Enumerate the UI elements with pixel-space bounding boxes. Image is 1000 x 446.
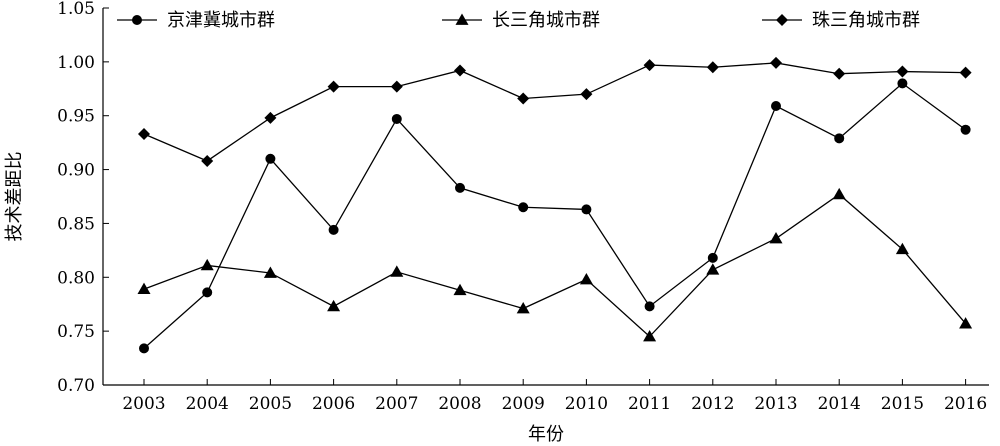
legend-label: 珠三角城市群 (812, 10, 920, 31)
data-point (453, 283, 467, 296)
data-point (516, 302, 530, 314)
data-point (644, 301, 655, 312)
x-tick-label: 2007 (375, 394, 418, 414)
data-point (518, 202, 529, 213)
data-point (139, 343, 149, 354)
data-point (896, 65, 909, 78)
legend-item: 珠三角城市群 (762, 10, 920, 31)
y-tick-label: 0.85 (57, 214, 95, 234)
data-point (706, 263, 720, 275)
data-point (263, 266, 277, 278)
x-tick-label: 2008 (438, 394, 481, 414)
data-point (833, 67, 846, 80)
y-ticks: 0.70 0.75 0.80 0.85 0.90 0.95 1.00 1.05 (57, 0, 109, 396)
data-point (769, 232, 783, 244)
series-line (143, 62, 966, 162)
data-point (832, 187, 846, 200)
series-layer (137, 56, 973, 354)
legend-marker (455, 13, 469, 25)
data-point (200, 258, 214, 271)
series-line (143, 82, 966, 349)
axes (102, 8, 989, 386)
data-point (960, 124, 971, 135)
data-point (643, 330, 657, 342)
data-point (581, 204, 592, 215)
data-point (264, 111, 277, 124)
data-point (770, 56, 782, 69)
x-tick-label: 2005 (249, 394, 292, 414)
legend-label: 长三角城市群 (492, 10, 600, 31)
x-tick-label: 2006 (312, 394, 355, 414)
legend: 京津冀城市群 长三角城市群 珠三角城市群 (117, 10, 920, 31)
x-tick-label: 2010 (565, 394, 608, 414)
data-point (328, 224, 339, 235)
data-point (201, 154, 214, 167)
series-3 (138, 56, 972, 167)
data-point (391, 113, 402, 124)
data-point (265, 153, 276, 164)
x-tick-label: 2004 (186, 394, 229, 414)
data-point (327, 299, 341, 312)
x-ticks: 2003 2004 2005 2006 2007 2008 2009 2010 2011 2012… (122, 379, 987, 414)
y-axis-title: 技术差距比 (4, 152, 25, 242)
legend-label: 京津冀城市群 (167, 10, 275, 31)
y-tick-label: 0.95 (57, 107, 95, 127)
x-tick-label: 2003 (122, 394, 165, 414)
data-point (707, 252, 718, 263)
y-tick-label: 0.75 (57, 322, 95, 342)
data-point (390, 265, 404, 277)
y-tick-label: 0.70 (57, 376, 95, 396)
data-point (455, 182, 465, 193)
data-point (138, 128, 150, 141)
legend-marker (776, 14, 788, 26)
data-point (202, 287, 213, 298)
y-tick-label: 1.00 (57, 53, 95, 73)
y-tick-label: 1.05 (57, 0, 95, 19)
x-tick-label: 2016 (944, 394, 987, 414)
data-point (390, 80, 403, 93)
data-point (579, 272, 593, 285)
data-point (580, 88, 593, 101)
data-point (897, 78, 908, 89)
data-point (895, 242, 909, 255)
x-tick-label: 2015 (881, 394, 924, 414)
data-point (643, 59, 656, 72)
series-1 (139, 78, 971, 354)
data-point (327, 80, 340, 93)
data-point (137, 282, 151, 295)
x-tick-label: 2013 (754, 394, 797, 414)
series-line (143, 193, 967, 338)
y-tick-label: 0.80 (57, 268, 95, 288)
data-point (959, 317, 973, 329)
data-point (834, 133, 845, 144)
legend-item: 长三角城市群 (442, 10, 600, 31)
data-point (706, 61, 719, 74)
data-point (959, 66, 972, 79)
legend-marker (132, 15, 142, 25)
x-axis-title: 年份 (528, 424, 564, 445)
series-2 (137, 187, 973, 342)
legend-item: 京津冀城市群 (117, 10, 275, 31)
x-tick-label: 2014 (818, 394, 861, 414)
x-tick-label: 2012 (691, 394, 734, 414)
x-tick-label: 2009 (502, 394, 545, 414)
data-point (454, 64, 466, 77)
x-tick-label: 2011 (628, 394, 671, 414)
data-point (517, 92, 530, 105)
y-tick-label: 0.90 (57, 161, 95, 181)
data-point (771, 101, 781, 112)
